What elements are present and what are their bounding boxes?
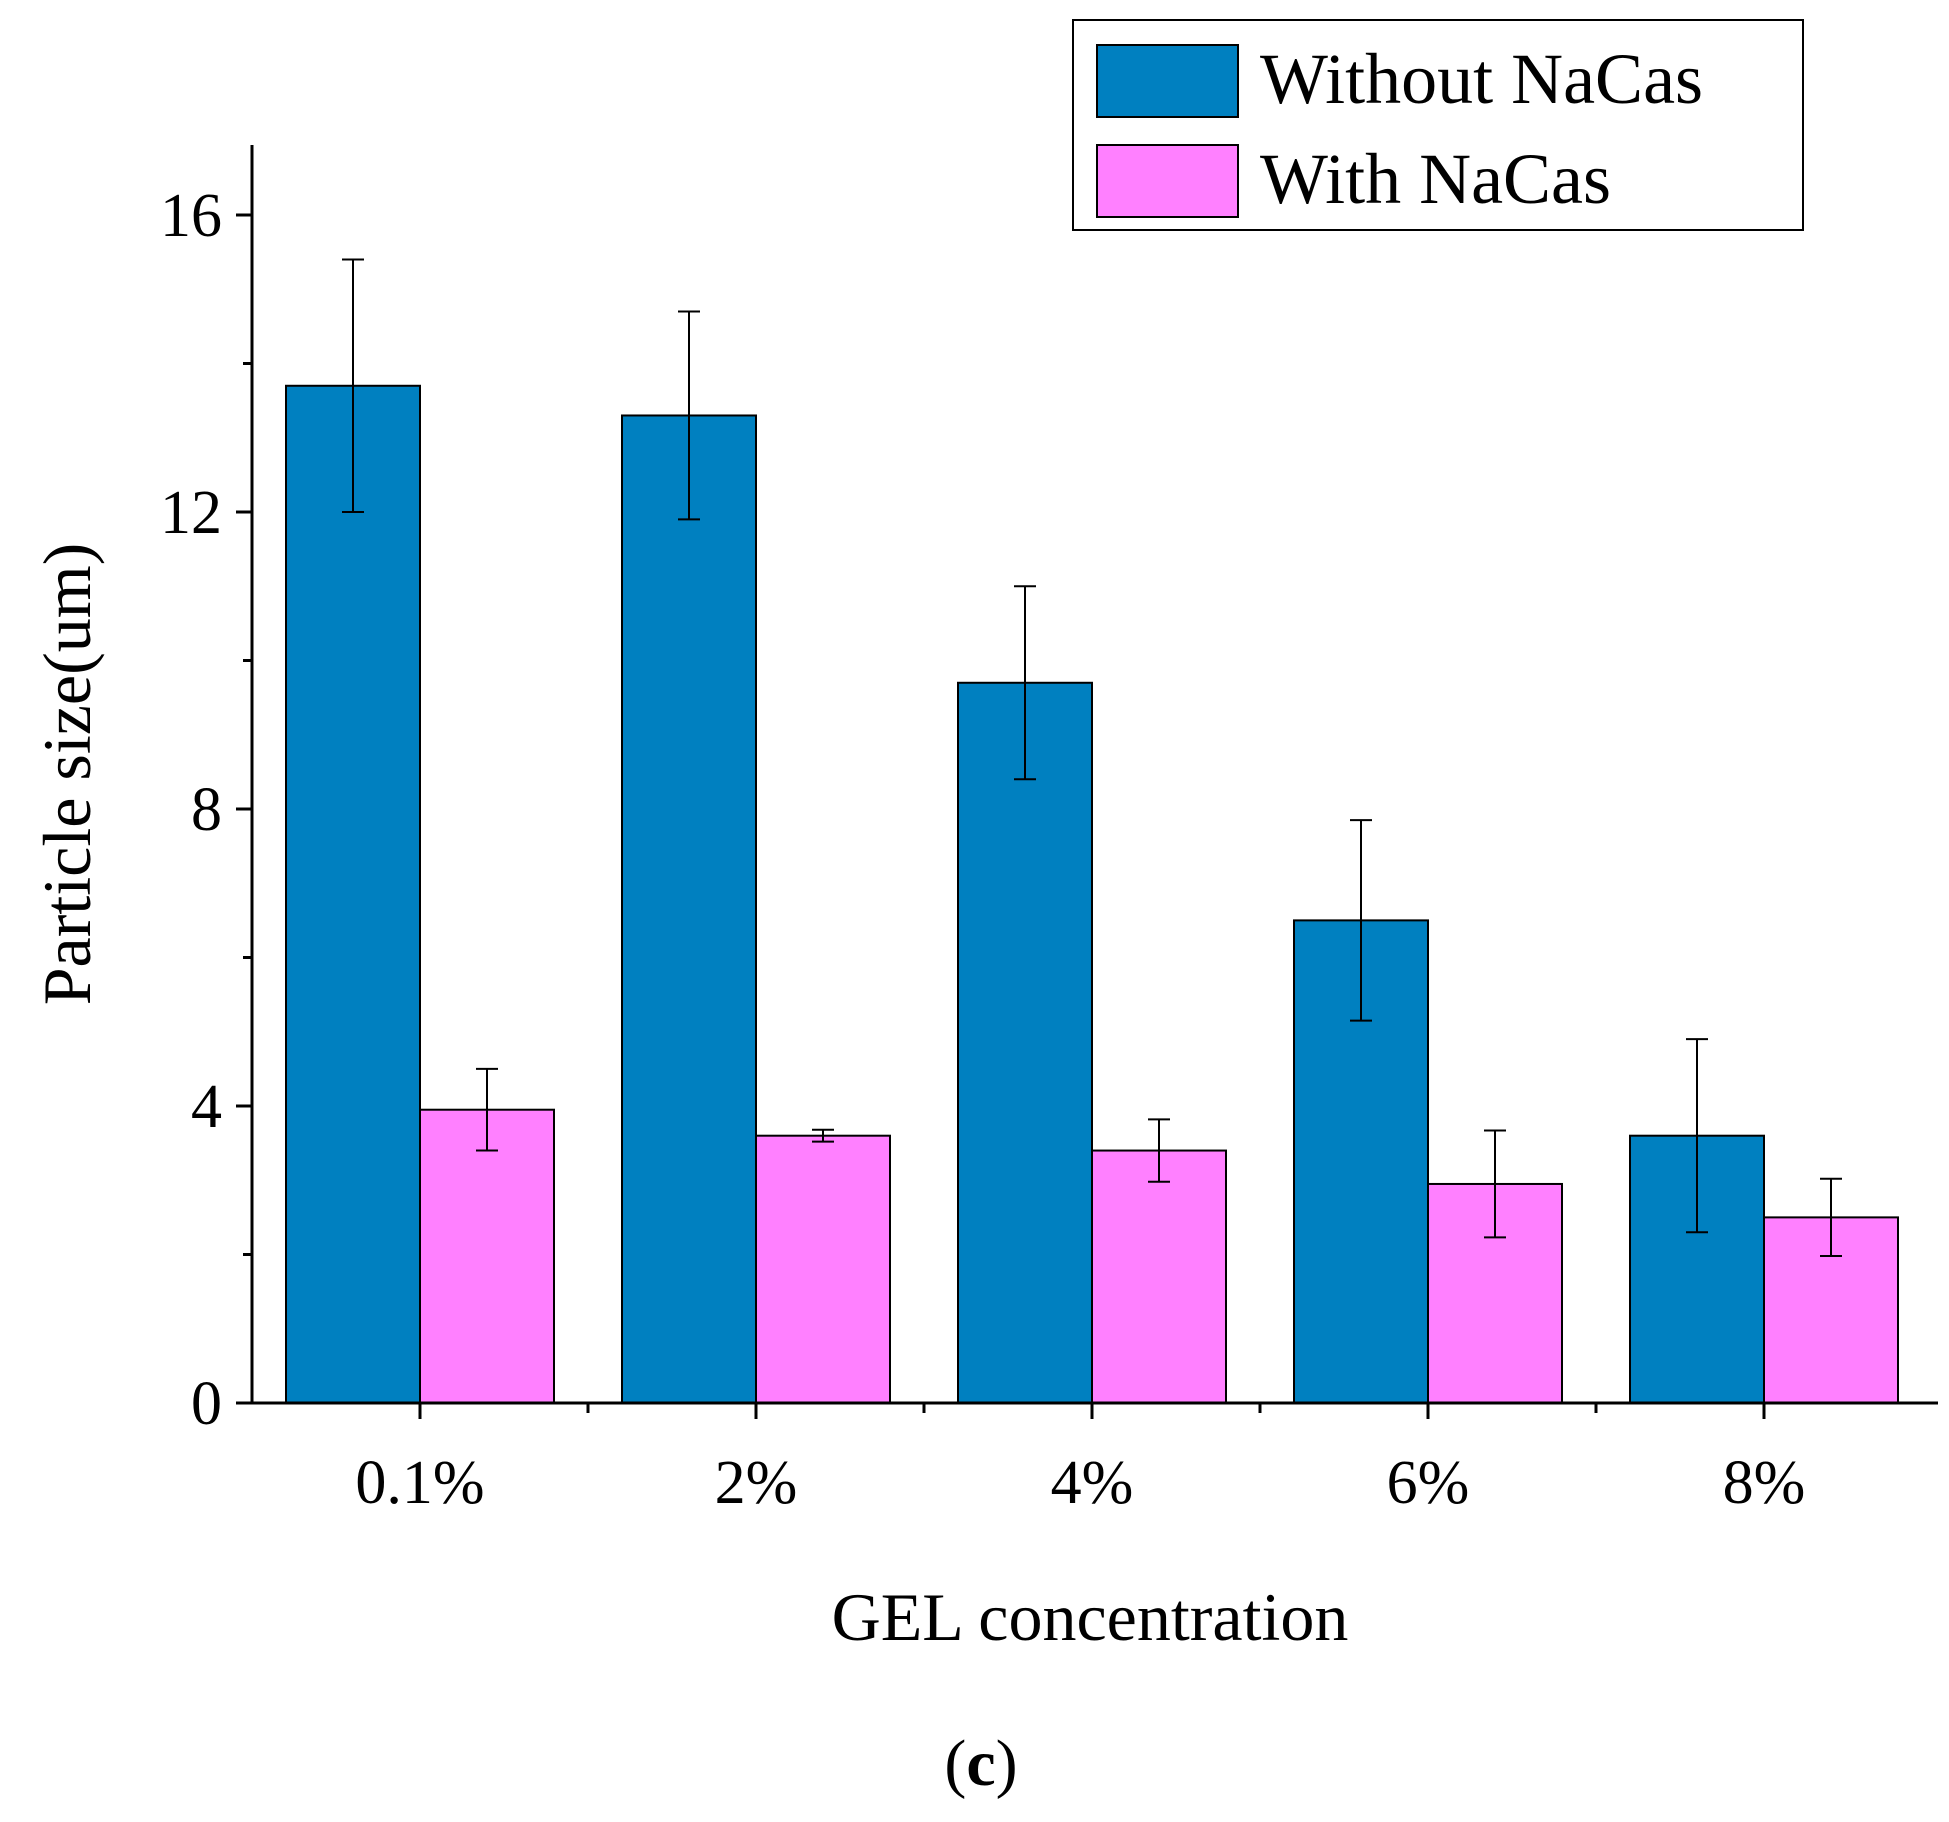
legend-swatch-without-nacas: [1096, 44, 1239, 118]
y-tick-label-12: 12: [160, 479, 222, 547]
bar-without-nacas-2: [957, 681, 1093, 1404]
y-tick-label-8: 8: [191, 776, 222, 844]
bar-with-nacas-1: [755, 1134, 891, 1404]
legend: Without NaCas With NaCas: [1072, 19, 1804, 231]
x-tick-label-2: 4%: [1051, 1449, 1134, 1517]
panel-label-open: (: [944, 1727, 966, 1800]
bar-without-nacas-1: [621, 414, 757, 1405]
x-tick-label-0: 0.1%: [355, 1449, 484, 1517]
x-tick-label-1: 2%: [715, 1449, 798, 1517]
x-ticks: 0.1% 2% 4% 6% 8%: [355, 1403, 1805, 1517]
y-axis-title: Particle size(um): [29, 543, 105, 1006]
y-tick-label-16: 16: [160, 182, 222, 250]
panel-label: (c): [944, 1727, 1017, 1800]
legend-swatch-with-nacas: [1096, 144, 1239, 218]
x-tick-label-3: 6%: [1387, 1449, 1470, 1517]
y-tick-label-0: 0: [191, 1370, 222, 1438]
bar-without-nacas-0: [285, 384, 421, 1404]
panel-label-close: ): [996, 1727, 1018, 1800]
y-ticks: 0 4 8 12 16: [160, 182, 252, 1438]
legend-label-with-nacas: With NaCas: [1260, 139, 1611, 219]
x-axis-title: GEL concentration: [832, 1579, 1349, 1655]
legend-label-without-nacas: Without NaCas: [1260, 39, 1703, 119]
panel-label-letter: c: [966, 1727, 995, 1800]
bar-with-nacas-2: [1091, 1149, 1227, 1405]
y-tick-label-4: 4: [191, 1073, 222, 1141]
bar-with-nacas-0: [419, 1108, 555, 1405]
x-tick-label-4: 8%: [1723, 1449, 1806, 1517]
error-bars-layer: [342, 258, 1842, 1257]
bars-layer: [285, 384, 1899, 1405]
